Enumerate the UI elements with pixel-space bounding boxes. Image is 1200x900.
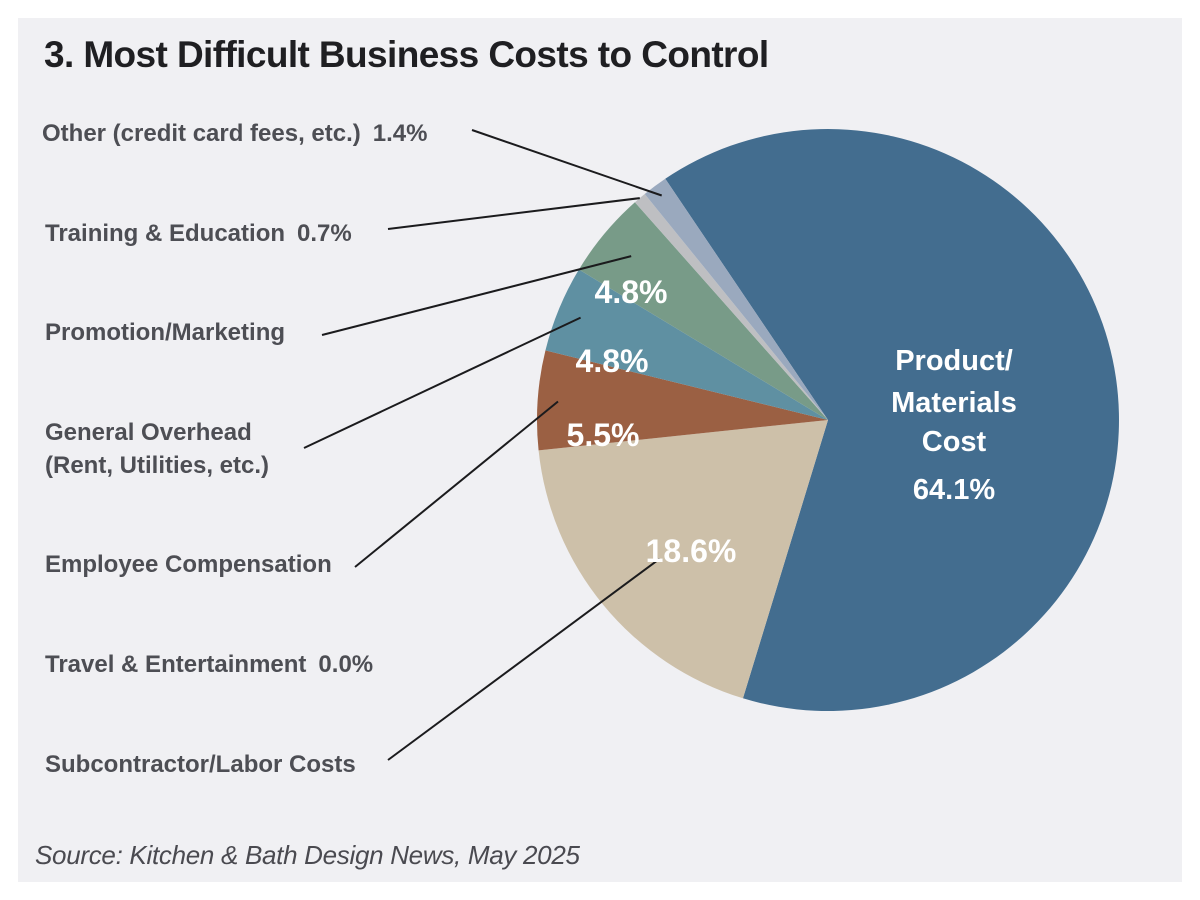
slice-name-label: Cost xyxy=(922,426,987,458)
leader-line-promotion xyxy=(321,255,632,336)
slice-value-label: 64.1% xyxy=(913,474,995,506)
pie-slice-subcontractor xyxy=(538,420,828,699)
pie-slice-overhead xyxy=(545,269,828,420)
callout-label-training: Training & Education 0.7% xyxy=(45,220,352,247)
pie-slice-training xyxy=(634,193,828,420)
pie-slice-employee xyxy=(536,350,828,451)
callout-label-other: Other (credit card fees, etc.) 1.4% xyxy=(42,120,427,147)
leader-line-employee xyxy=(354,400,559,568)
slice-value-label: 1.4% xyxy=(373,120,428,147)
pie-slice-product xyxy=(665,129,1119,712)
leader-line-other xyxy=(471,129,663,197)
slice-name-label: General Overhead xyxy=(45,419,252,446)
callout-label-subcontractor: Subcontractor/Labor Costs xyxy=(45,751,356,778)
slice-name-label: Employee Compensation xyxy=(45,551,332,578)
slice-value-label: 0.0% xyxy=(318,651,373,678)
leader-lines xyxy=(303,129,663,761)
slice-name-label: Promotion/Marketing xyxy=(45,319,285,346)
slice-value-label-overhead: 4.8% xyxy=(576,343,649,379)
slice-value-label-employee: 5.5% xyxy=(567,417,640,453)
callout-label-travel: Travel & Entertainment 0.0% xyxy=(45,651,373,678)
slice-value-label: 0.7% xyxy=(297,220,352,247)
callout-label-overhead: General Overhead (Rent, Utilities, etc.) xyxy=(45,419,269,479)
slice-name-label: Travel & Entertainment 0.0% xyxy=(45,651,373,678)
slice-name-label: Training & Education 0.7% xyxy=(45,220,352,247)
pie-slice-promotion xyxy=(578,202,828,420)
callout-label-employee: Employee Compensation xyxy=(45,551,332,578)
slice-name-label: Product/ xyxy=(895,345,1013,377)
slice-value-label-promotion: 4.8% xyxy=(595,274,668,310)
pie-slice-other xyxy=(644,178,828,420)
leader-line-training xyxy=(387,197,640,230)
callout-label-promotion: Promotion/Marketing xyxy=(45,319,285,346)
slice-name-label: Other (credit card fees, etc.) 1.4% xyxy=(42,120,427,147)
leader-line-subcontractor xyxy=(387,557,661,761)
source-note: Source: Kitchen & Bath Design News, May … xyxy=(35,840,580,870)
inner-label-product: Product/Materials Cost 64.1% xyxy=(891,345,1017,506)
slice-name-label: Subcontractor/Labor Costs xyxy=(45,751,356,778)
slice-name-label: Materials xyxy=(891,387,1017,419)
inner-labels: Product/Materials Cost 64.1% 18.6% 5.5% 4.8% 4… xyxy=(567,274,1017,569)
pie-slices xyxy=(536,129,1119,712)
slice-value-label-subcontractor: 18.6% xyxy=(646,533,737,569)
outer-labels: Subcontractor/Labor Costs Travel & Entert… xyxy=(42,120,427,778)
leader-line-overhead xyxy=(303,316,582,449)
chart-title: 3. Most Difficult Business Costs to Cont… xyxy=(44,34,769,75)
slice-name-label: (Rent, Utilities, etc.) xyxy=(45,452,269,479)
